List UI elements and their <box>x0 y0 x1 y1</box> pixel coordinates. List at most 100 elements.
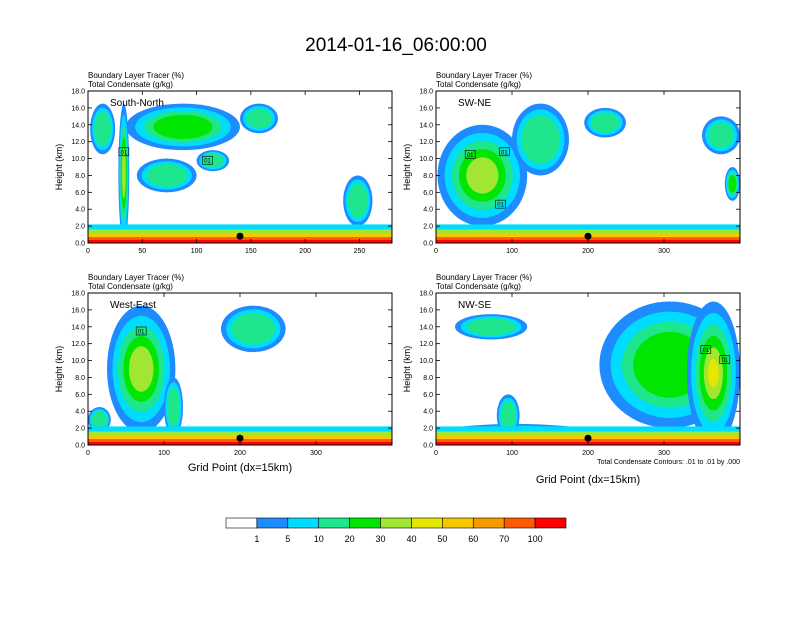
y-tick-label: 4.0 <box>75 409 85 416</box>
panel-header-tracer: Boundary Layer Tracer (%) <box>436 71 532 80</box>
y-axis-label: Height (km) <box>402 144 412 191</box>
panel-direction-label: NW-SE <box>458 300 491 311</box>
colorbar-swatch <box>349 517 381 529</box>
x-tick-label: 200 <box>299 248 311 255</box>
y-tick-label: 6.0 <box>423 190 433 197</box>
condensate-region <box>521 115 560 164</box>
contour-label: 01 <box>138 330 145 336</box>
x-tick-label: 200 <box>582 450 594 457</box>
y-tick-label: 4.0 <box>75 207 85 214</box>
y-tick-label: 12.0 <box>71 139 85 146</box>
y-axis-label: Height (km) <box>54 346 64 393</box>
contour-label-box <box>135 326 147 336</box>
condensate-region <box>466 318 516 336</box>
condensate-region <box>94 111 112 147</box>
x-tick-label: 200 <box>234 450 246 457</box>
x-tick-label: 300 <box>658 248 670 255</box>
location-marker <box>236 232 244 240</box>
y-tick-label: 16.0 <box>71 105 85 112</box>
colorbar-swatch <box>534 517 567 529</box>
y-tick-label: 18.0 <box>419 291 433 298</box>
colorbar-swatch <box>256 517 289 529</box>
location-marker <box>584 434 592 442</box>
colorbar-swatch <box>411 517 443 529</box>
contour-label-box <box>464 150 476 159</box>
condensate-region <box>728 175 737 193</box>
condensate-region <box>708 358 719 388</box>
panel-direction-label: South-North <box>110 98 164 109</box>
y-tick-label: 14.0 <box>71 324 85 331</box>
colorbar-label: 40 <box>406 534 416 544</box>
condensate-region <box>590 112 620 133</box>
condensate-region <box>146 163 188 187</box>
y-tick-label: 12.0 <box>71 341 85 348</box>
panel-south-north: 01 01 0.0 2.0 4.0 6.0 8.0 10.0 12.0 14.0 16.0 18.0 0… <box>54 71 393 255</box>
panel-direction-label: SW-NE <box>458 98 491 109</box>
y-tick-label: 0.0 <box>75 241 85 248</box>
x-tick-label: 150 <box>245 248 257 255</box>
panel-header-condensate: Total Condensate (g/kg) <box>88 282 173 291</box>
colorbar-label: 30 <box>376 534 386 544</box>
y-tick-label: 10.0 <box>71 358 85 365</box>
colorbar-label: 100 <box>528 534 543 544</box>
contour-label-box <box>118 147 130 157</box>
colorbar: 1 5 10 20 30 40 50 60 70 100 <box>225 517 567 544</box>
colorbar-swatch <box>225 517 258 529</box>
contour-label: 01 <box>721 358 728 364</box>
colorbar-swatch <box>442 517 474 529</box>
y-tick-label: 10.0 <box>419 156 433 163</box>
contour-label: 01 <box>702 348 709 354</box>
panel-nw-se: 01 01 0.0 2.0 4.0 6.0 8.0 10.0 12.0 14.0 16.0 18.0 0… <box>402 273 741 457</box>
panel-west-east: 01 0.0 2.0 4.0 6.0 8.0 10.0 12.0 14.0 16.0 18.0 0 10… <box>54 273 393 457</box>
x-tick-label: 0 <box>86 248 90 255</box>
y-axis-label: Height (km) <box>402 346 412 393</box>
y-tick-label: 14.0 <box>419 324 433 331</box>
x-axis-label-right: Grid Point (dx=15km) <box>536 474 640 486</box>
y-tick-label: 0.0 <box>75 443 85 450</box>
plot-frame <box>87 90 393 244</box>
boundary-layer-band <box>88 237 392 243</box>
colorbar-label: 5 <box>285 534 290 544</box>
colorbar-swatch <box>287 517 320 529</box>
location-marker <box>584 232 592 240</box>
colorbar-swatch <box>472 517 505 529</box>
x-axis-label-left: Grid Point (dx=15km) <box>188 462 292 474</box>
y-tick-label: 16.0 <box>71 307 85 314</box>
y-tick-label: 2.0 <box>423 224 433 231</box>
y-tick-label: 8.0 <box>423 375 433 382</box>
x-tick-label: 100 <box>506 248 518 255</box>
condensate-region <box>167 386 180 428</box>
y-tick-label: 12.0 <box>419 341 433 348</box>
y-tick-label: 2.0 <box>423 426 433 433</box>
contour-label-box <box>719 355 731 365</box>
condensate-region <box>153 114 213 139</box>
colorbar-label: 50 <box>437 534 447 544</box>
contour-label-box <box>495 199 506 209</box>
y-tick-label: 0.0 <box>423 443 433 450</box>
y-tick-label: 6.0 <box>75 190 85 197</box>
boundary-layer-band <box>88 240 392 243</box>
colorbar-label: 1 <box>254 534 259 544</box>
y-tick-label: 4.0 <box>423 409 433 416</box>
y-tick-label: 6.0 <box>75 392 85 399</box>
contour-label-box <box>499 147 510 157</box>
contour-label: 01 <box>497 203 504 209</box>
panel-sw-ne: 01 01 01 0.0 2.0 4.0 6.0 8.0 10.0 12.0 14.0 16.0 18.… <box>402 71 741 255</box>
y-tick-label: 16.0 <box>419 307 433 314</box>
panel-header-condensate: Total Condensate (g/kg) <box>436 282 521 291</box>
y-tick-label: 10.0 <box>71 156 85 163</box>
panel-header-tracer: Boundary Layer Tracer (%) <box>88 273 184 282</box>
figure-title: 2014-01-16_06:00:00 <box>305 35 487 56</box>
condensate-region <box>91 411 108 429</box>
x-tick-label: 0 <box>434 248 438 255</box>
y-tick-label: 18.0 <box>71 291 85 298</box>
panel-header-condensate: Total Condensate (g/kg) <box>436 80 521 89</box>
contour-label: 01 <box>501 150 508 156</box>
condensate-region <box>500 401 516 430</box>
contour-label: 01 <box>120 150 127 156</box>
contour-label: 01 <box>204 159 211 165</box>
contour-label-box <box>700 345 712 354</box>
x-tick-label: 200 <box>582 248 594 255</box>
condensate-region <box>246 108 272 129</box>
